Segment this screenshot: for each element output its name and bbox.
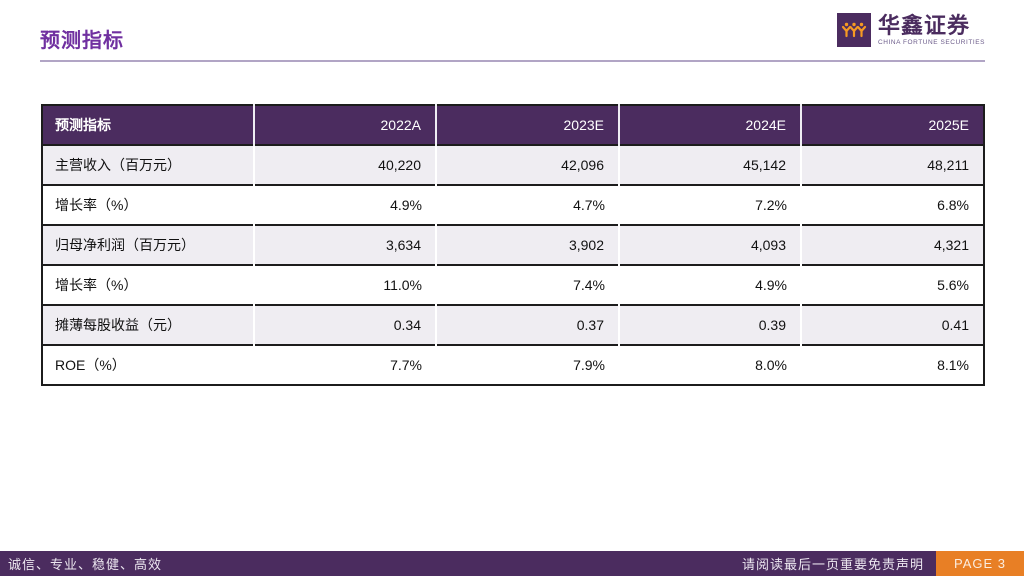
row-label: 主营收入（百万元） bbox=[55, 157, 181, 173]
table-row: 归母净利润（百万元） 3,634 3,902 4,093 4,321 bbox=[42, 225, 984, 265]
table-cell: 0.34 bbox=[253, 305, 436, 345]
table-cell: 3,902 bbox=[435, 225, 619, 265]
table-cell: 48,211 bbox=[800, 145, 984, 185]
table-row: 增长率（%） 4.9% 4.7% 7.2% 6.8% bbox=[42, 185, 984, 225]
table-cell: 7.4% bbox=[573, 277, 605, 293]
table-header-cell: 2024E bbox=[618, 105, 801, 145]
company-logo: 华鑫证券 CHINA FORTUNE SECURITIES bbox=[837, 13, 985, 47]
table-cell: 7.2% bbox=[755, 197, 787, 213]
table-header-cell: 2022A bbox=[253, 105, 436, 145]
table-body: 主营收入（百万元） 40,220 42,096 45,142 48,211 增长率（%） 4… bbox=[42, 145, 984, 385]
row-label: 增长率（%） bbox=[55, 277, 138, 293]
table-row: ROE（%） 7.7% 7.9% 8.0% 8.1% bbox=[42, 345, 984, 385]
table-cell: 0.41 bbox=[800, 305, 984, 345]
table-header-cell: 预测指标 bbox=[42, 105, 254, 145]
footer-bar: 诚信、专业、稳健、高效 请阅读最后一页重要免责声明 PAGE 3 bbox=[0, 551, 1024, 576]
row-label: 归母净利润（百万元） bbox=[55, 237, 195, 253]
table-cell: 40,220 bbox=[253, 145, 436, 185]
table-cell: 4,093 bbox=[618, 225, 801, 265]
table-cell: 8.0% bbox=[755, 357, 787, 373]
table-header-cell: 2023E bbox=[435, 105, 619, 145]
table-cell: 42,096 bbox=[435, 145, 619, 185]
table-cell: 4.9% bbox=[755, 277, 787, 293]
table-cell: 7.9% bbox=[573, 357, 605, 373]
table-header-row: 预测指标 2022A 2023E 2024E 2025E bbox=[42, 105, 984, 145]
table-cell: 7.7% bbox=[390, 357, 422, 373]
footer-right: 请阅读最后一页重要免责声明 PAGE 3 bbox=[742, 551, 1024, 576]
row-label: 摊薄每股收益（元） bbox=[55, 317, 181, 333]
table-row: 增长率（%） 11.0% 7.4% 4.9% 5.6% bbox=[42, 265, 984, 305]
table-cell: 5.6% bbox=[937, 277, 969, 293]
row-label: 增长率（%） bbox=[55, 197, 138, 213]
table-row: 摊薄每股收益（元） 0.34 0.37 0.39 0.41 bbox=[42, 305, 984, 345]
row-label: ROE（%） bbox=[55, 357, 126, 373]
table-cell: 8.1% bbox=[937, 357, 969, 373]
title-divider bbox=[40, 60, 985, 62]
table-cell: 4.9% bbox=[390, 197, 422, 213]
table-cell: 0.37 bbox=[435, 305, 619, 345]
table-row: 主营收入（百万元） 40,220 42,096 45,142 48,211 bbox=[42, 145, 984, 185]
table-cell: 45,142 bbox=[618, 145, 801, 185]
company-tagline: CHINA FORTUNE SECURITIES bbox=[878, 39, 985, 46]
footer-disclaimer: 请阅读最后一页重要免责声明 bbox=[741, 557, 924, 572]
forecast-table: 预测指标 2022A 2023E 2024E 2025E 主营收入（百万元） 40… bbox=[41, 104, 985, 386]
table-cell: 6.8% bbox=[937, 197, 969, 213]
table-header-cell: 2025E bbox=[800, 105, 984, 145]
table-cell: 4,321 bbox=[800, 225, 984, 265]
page-title: 预测指标 bbox=[40, 30, 124, 52]
table-cell: 11.0% bbox=[383, 277, 422, 293]
page-number-badge: PAGE 3 bbox=[936, 551, 1024, 576]
company-logo-icon bbox=[837, 13, 872, 47]
table-cell: 3,634 bbox=[253, 225, 436, 265]
company-name: 华鑫证券 bbox=[878, 13, 971, 38]
company-logo-text: 华鑫证券 CHINA FORTUNE SECURITIES bbox=[878, 13, 985, 46]
table-cell: 0.39 bbox=[618, 305, 801, 345]
footer-slogan: 诚信、专业、稳健、高效 bbox=[8, 557, 163, 572]
table-cell: 4.7% bbox=[573, 197, 605, 213]
